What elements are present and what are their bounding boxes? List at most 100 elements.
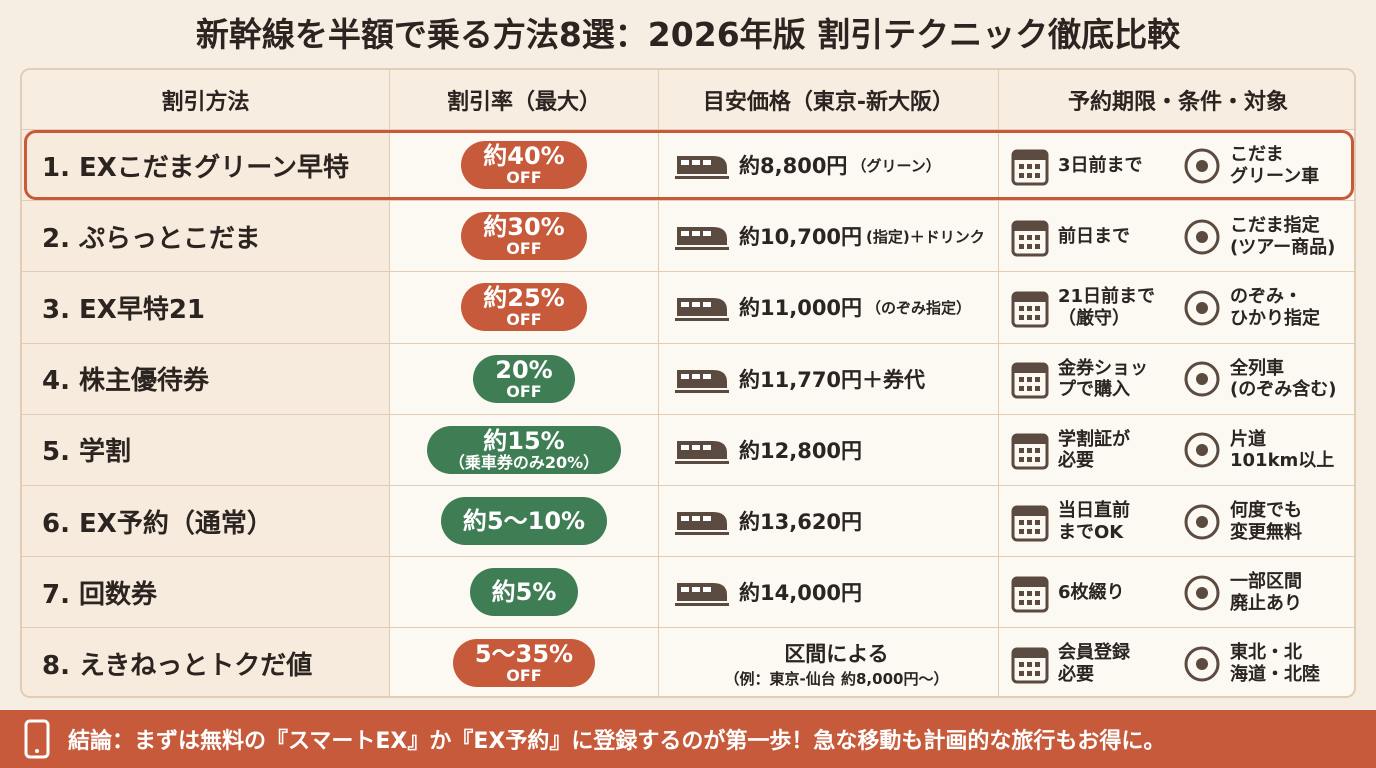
mark-icon [1182, 572, 1222, 614]
train-icon [675, 577, 729, 607]
price: 区間による [784, 641, 889, 666]
cal-icon [1010, 216, 1050, 258]
condition-text: 一部区間 廃止あり [1230, 571, 1302, 614]
rate: 約5% [491, 578, 557, 607]
condition-text: のぞみ・ ひかり指定 [1230, 286, 1320, 329]
rate-cell: 約5〜10% [390, 486, 659, 558]
condition-text: 会員登録 必要 [1058, 642, 1130, 685]
rate-cell: 5〜35% OFF [390, 628, 659, 696]
condition: 何度でも 変更無料 [1182, 486, 1302, 557]
title: 新幹線を半額で乗る方法8選：2026年版 割引テクニック徹底比較 [195, 15, 1181, 54]
method: 2. ぷらっとこだま [22, 201, 390, 273]
method: 6. EX予約（通常） [22, 486, 390, 558]
condition-text: 3日前まで [1058, 154, 1143, 176]
price: 約8,800円 [739, 154, 848, 179]
cal-icon [1010, 501, 1050, 543]
cal-icon [1010, 287, 1050, 329]
mark-icon [1182, 429, 1222, 471]
condition-text: 全列車 (のぞみ含む) [1230, 357, 1337, 401]
cal-icon [1010, 572, 1050, 614]
rate-cell: 20% OFF [390, 343, 659, 415]
rate-sub: （乗車券のみ20%） [448, 452, 600, 472]
rate-badge: 20% OFF [473, 354, 575, 403]
condition: 3日前まで [1010, 130, 1143, 201]
train-icon [675, 292, 729, 322]
price-cell: 区間による （例：東京-仙台 約8,000円〜） [659, 628, 999, 696]
train-icon [675, 150, 729, 180]
price-note: （のぞみ指定） [866, 298, 972, 317]
rate-sub: OFF [506, 310, 542, 330]
condition: 一部区間 廃止あり [1182, 557, 1302, 628]
mark-icon [1182, 358, 1222, 400]
cal-icon [1010, 358, 1050, 400]
rate-sub: OFF [506, 666, 542, 686]
condition: こだま指定 (ツアー商品) [1182, 201, 1335, 272]
column-header: 予約期限・条件・対象 [999, 70, 1354, 130]
condition-text: こだま グリーン車 [1230, 144, 1320, 187]
price: 約10,700円 [739, 225, 863, 250]
rate: 5〜35% [474, 640, 574, 669]
price-cell: 約12,800円 [659, 414, 999, 486]
column-header: 割引方法 [22, 70, 390, 130]
condition-cell [999, 415, 1354, 486]
rate-badge: 約30% OFF [461, 212, 587, 261]
rate-badge: 約25% OFF [461, 283, 587, 332]
rate: 20% [495, 355, 553, 384]
condition-cell [999, 130, 1354, 202]
method: 8. えきねっとトクだ値 [22, 628, 390, 696]
price: 約11,000円 [739, 296, 863, 321]
rate-cell: 約15% （乗車券のみ20%） [390, 414, 659, 486]
price-note: (指定)＋ドリンク [866, 227, 985, 246]
rate-badge: 約5% [469, 568, 579, 617]
price-block: 区間による （例：東京-仙台 約8,000円〜） [725, 638, 949, 689]
rate-sub: OFF [506, 239, 542, 259]
cal-icon [1010, 145, 1050, 187]
method: 4. 株主優待券 [22, 343, 390, 415]
price-cell: 約10,700円 (指定)＋ドリンク [659, 201, 999, 273]
condition-text: 当日直前 までOK [1058, 500, 1130, 543]
rate: 約40% [483, 142, 565, 171]
price: 約11,770円＋券代 [739, 367, 926, 392]
price-cell: 約13,620円 [659, 486, 999, 558]
condition: 片道 101km以上 [1182, 415, 1334, 486]
rate-badge: 約15% （乗車券のみ20%） [426, 425, 622, 474]
condition-text: 学割証が 必要 [1058, 428, 1130, 472]
rate-badge: 約40% OFF [461, 141, 587, 190]
mark-icon [1182, 501, 1222, 543]
mark-icon [1182, 216, 1222, 258]
condition-text: 東北・北 海道・北陸 [1230, 642, 1320, 685]
condition-cell [999, 272, 1354, 344]
train-icon [675, 506, 729, 536]
condition: こだま グリーン車 [1182, 130, 1319, 201]
condition-text: こだま指定 (ツアー商品) [1230, 215, 1336, 258]
price: 約13,620円 [739, 510, 863, 535]
condition: 当日直前 までOK [1010, 486, 1130, 557]
price-cell: 約11,000円 （のぞみ指定） [659, 272, 999, 344]
rate: 約30% [483, 213, 565, 242]
price-cell: 約14,000円 [659, 557, 999, 629]
price-note: （例：東京-仙台 約8,000円〜） [724, 669, 949, 688]
cal-icon [1010, 643, 1050, 685]
condition: のぞみ・ ひかり指定 [1182, 272, 1320, 343]
method: 1. EXこだまグリーン早特 [22, 130, 390, 202]
train-icon [675, 435, 729, 465]
condition-cell [999, 557, 1354, 629]
phone-icon [24, 719, 50, 759]
price: 約14,000円 [739, 581, 863, 606]
rate-sub: OFF [506, 381, 542, 401]
method: 3. EX早特21 [22, 272, 390, 344]
price-cell: 約8,800円 （グリーン） [659, 130, 999, 202]
footer: 結論：まずは無料の『スマートEX』か『EX予約』に登録するのが第一歩！急な移動も… [0, 710, 1376, 768]
mark-icon [1182, 287, 1222, 329]
condition-text: 金券ショッ プで購入 [1058, 357, 1148, 401]
condition: 21日前まで （厳守） [1010, 272, 1155, 343]
condition-text: 21日前まで （厳守） [1058, 286, 1156, 329]
column-header: 目安価格（東京-新大阪） [659, 70, 999, 130]
rate: 約25% [483, 284, 565, 313]
rate-badge: 5〜35% OFF [452, 639, 596, 688]
method: 5. 学割 [22, 414, 390, 486]
condition: 学割証が 必要 [1010, 415, 1130, 486]
price-cell: 約11,770円＋券代 [659, 343, 999, 415]
column-header: 割引率（最大） [390, 70, 659, 130]
